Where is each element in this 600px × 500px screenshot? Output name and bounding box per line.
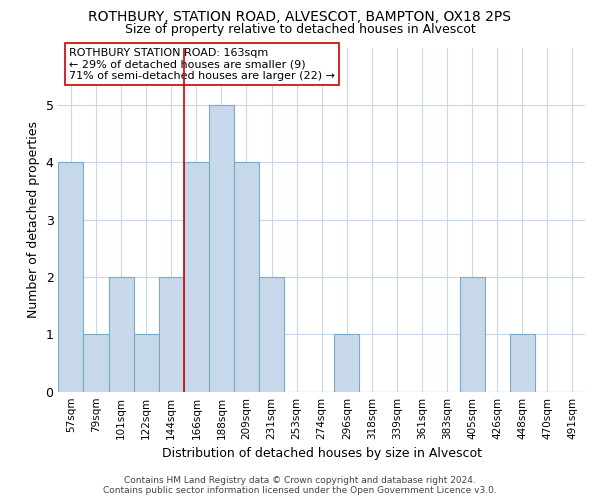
Bar <box>159 277 184 392</box>
Bar <box>184 162 209 392</box>
Bar <box>510 334 535 392</box>
Text: ROTHBURY STATION ROAD: 163sqm
← 29% of detached houses are smaller (9)
71% of se: ROTHBURY STATION ROAD: 163sqm ← 29% of d… <box>69 48 335 80</box>
Bar <box>209 105 234 392</box>
X-axis label: Distribution of detached houses by size in Alvescot: Distribution of detached houses by size … <box>162 447 482 460</box>
Bar <box>134 334 159 392</box>
Bar <box>109 277 134 392</box>
Bar <box>83 334 109 392</box>
Bar <box>234 162 259 392</box>
Y-axis label: Number of detached properties: Number of detached properties <box>27 121 40 318</box>
Text: Size of property relative to detached houses in Alvescot: Size of property relative to detached ho… <box>125 22 475 36</box>
Bar <box>58 162 83 392</box>
Text: ROTHBURY, STATION ROAD, ALVESCOT, BAMPTON, OX18 2PS: ROTHBURY, STATION ROAD, ALVESCOT, BAMPTO… <box>89 10 511 24</box>
Bar <box>460 277 485 392</box>
Bar <box>334 334 359 392</box>
Text: Contains HM Land Registry data © Crown copyright and database right 2024.
Contai: Contains HM Land Registry data © Crown c… <box>103 476 497 495</box>
Bar <box>259 277 284 392</box>
